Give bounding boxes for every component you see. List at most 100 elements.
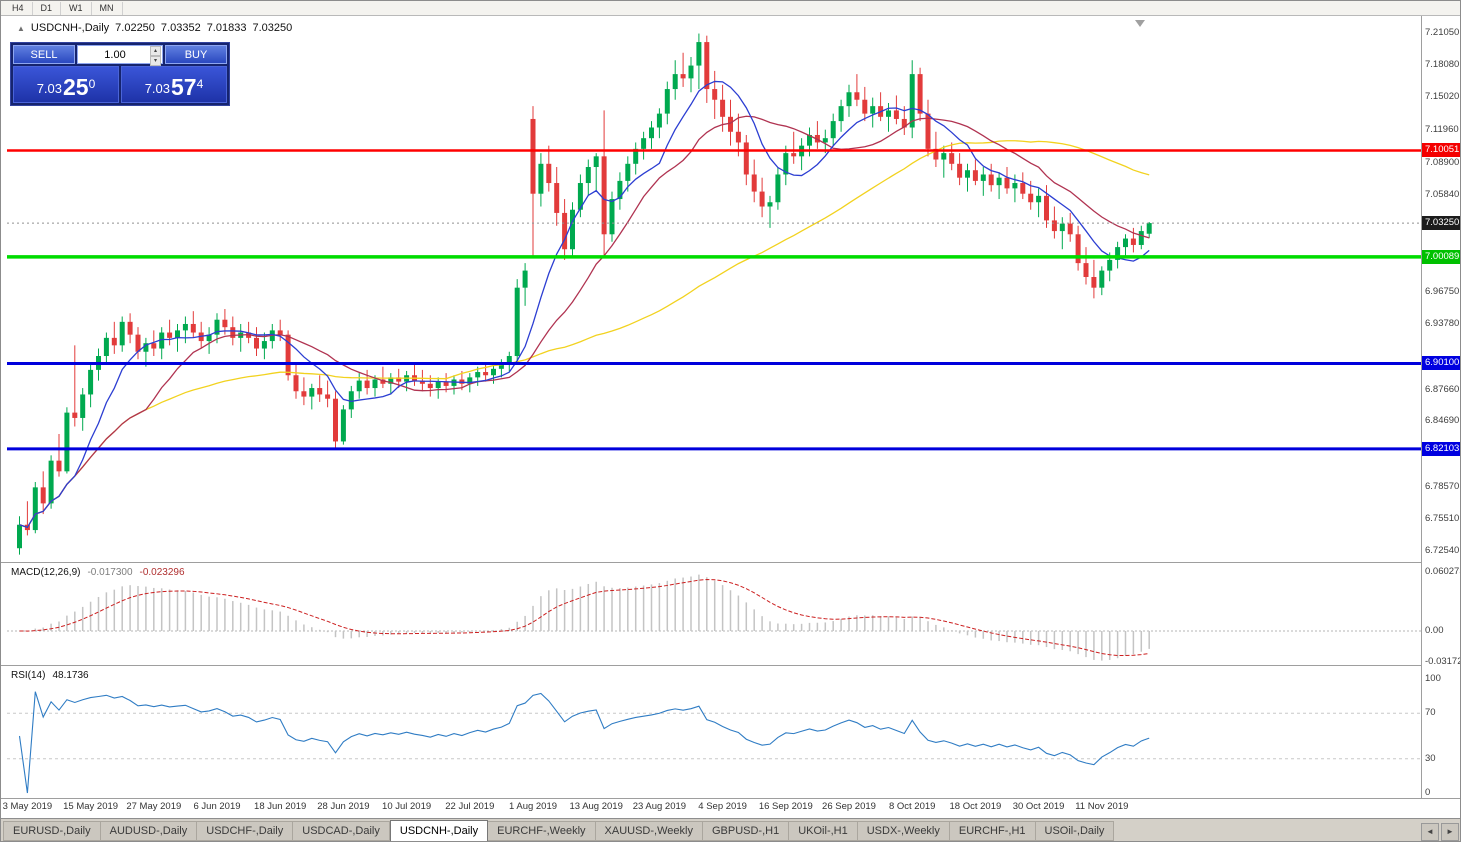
chart-tab-gbpusd-h1[interactable]: GBPUSD-,H1 — [702, 821, 790, 841]
price-scale-label: 6.87660 — [1425, 383, 1460, 395]
time-axis-label: 30 Oct 2019 — [1012, 801, 1065, 812]
buy-button[interactable]: BUY — [165, 45, 227, 64]
timeframe-button-h4[interactable]: H4 — [4, 1, 33, 15]
volume-decrease-button[interactable]: ▾ — [150, 56, 161, 66]
chart-tab-usoil-daily[interactable]: USOil-,Daily — [1035, 821, 1115, 841]
time-axis[interactable]: 3 May 2019 15 May 2019 27 May 2019 6 Jun 20… — [3, 800, 1421, 816]
chart-tabs: EURUSD-,Daily AUDUSD-,Daily USDCHF-,Daily U… — [1, 818, 1460, 841]
macd-signal-value: -0.023296 — [139, 567, 185, 578]
sell-button[interactable]: SELL — [13, 45, 75, 64]
price-scale-label: 7.05840 — [1425, 189, 1460, 201]
price-scale-label: 6.72540 — [1425, 545, 1460, 556]
chart-tab-usdcad-daily[interactable]: USDCAD-,Daily — [293, 821, 390, 841]
volume-field: ▴ ▾ — [77, 45, 163, 66]
time-axis-label: 27 May 2019 — [126, 801, 182, 812]
macd-scale-label: -0.0317253 — [1425, 656, 1460, 668]
chart-tab-audusd-daily[interactable]: AUDUSD-,Daily — [100, 821, 198, 841]
macd-label: MACD(12,26,9) -0.017300 -0.023296 — [11, 567, 185, 578]
chart-title: ▲ USDCNH-,Daily 7.02250 7.03352 7.01833 … — [17, 22, 292, 34]
macd-name: MACD(12,26,9) — [11, 567, 81, 578]
chart-tab-usdx-weekly[interactable]: USDX-,Weekly — [857, 821, 950, 841]
volume-input[interactable] — [78, 47, 162, 62]
timeframe-button-w1[interactable]: W1 — [61, 1, 92, 15]
chart-tab-xauusd-weekly[interactable]: XAUUSD-,Weekly — [595, 821, 703, 841]
tab-scroll-right-icon[interactable]: ► — [1441, 823, 1459, 841]
buy-price-frac: 4 — [196, 77, 204, 91]
time-axis-label: 4 Sep 2019 — [698, 801, 747, 812]
ohlc-open: 7.02250 — [115, 22, 155, 34]
chart-shift-marker-icon[interactable] — [1135, 20, 1145, 27]
time-axis-label: 23 Aug 2019 — [632, 801, 687, 812]
sell-price-button[interactable]: 7.03 25 0 — [13, 66, 119, 103]
rsi-scale-label: 30 — [1425, 752, 1436, 764]
price-scale-label: 6.75510 — [1425, 513, 1460, 525]
rsi-label: RSI(14) 48.1736 — [11, 670, 89, 681]
price-scale-label: 7.11960 — [1425, 124, 1459, 136]
macd-scale-label: 0.060273 — [1425, 566, 1461, 577]
time-axis-label: 13 Aug 2019 — [569, 801, 623, 812]
price-chart[interactable] — [7, 17, 1421, 561]
pane-divider[interactable] — [1, 562, 1460, 563]
time-axis-label: 6 Jun 2019 — [193, 801, 241, 812]
time-axis-label: 15 May 2019 — [63, 801, 119, 812]
time-axis-label: 26 Sep 2019 — [822, 801, 876, 812]
timeframe-button-mn[interactable]: MN — [92, 1, 123, 15]
chart-tab-usdcnh-daily[interactable]: USDCNH-,Daily — [389, 820, 489, 841]
tab-scroll-left-icon[interactable]: ◄ — [1421, 823, 1439, 841]
price-badge: 6.82103 — [1422, 441, 1460, 456]
macd-indicator[interactable] — [7, 564, 1421, 664]
tab-scroll-buttons: ◄ ► — [1421, 823, 1459, 841]
time-axis-label: 10 Jul 2019 — [382, 801, 432, 812]
bullish-marker-icon: ▲ — [17, 23, 25, 33]
chart-symbol-period: USDCNH-,Daily — [30, 22, 110, 34]
chart-tab-eurchf-weekly[interactable]: EURCHF-,Weekly — [488, 821, 596, 841]
buy-price-button[interactable]: 7.03 57 4 — [121, 66, 227, 103]
chart-tab-ukoil-h1[interactable]: UKOil-,H1 — [789, 821, 858, 841]
price-badge: 7.00089 — [1422, 249, 1460, 264]
time-axis-label: 11 Nov 2019 — [1075, 801, 1129, 812]
price-scale-label: 6.93780 — [1425, 318, 1460, 330]
timeframe-toolbar: H4 D1 W1 MN — [1, 1, 1460, 16]
price-scale-label: 7.15020 — [1425, 91, 1460, 103]
buy-price-pips: 57 — [171, 74, 197, 100]
price-badge: 7.10051 — [1422, 143, 1460, 158]
ohlc-close: 7.03250 — [252, 22, 293, 34]
time-axis-label: 28 Jun 2019 — [317, 801, 370, 812]
timeframe-button-d1[interactable]: D1 — [33, 1, 62, 15]
volume-increase-button[interactable]: ▴ — [150, 46, 161, 56]
scale-border — [1421, 16, 1422, 798]
rsi-scale-label: 0 — [1425, 787, 1431, 798]
price-scale-label: 7.08900 — [1425, 156, 1460, 168]
pane-divider[interactable] — [1, 665, 1460, 666]
rsi-value: 48.1736 — [52, 670, 89, 681]
price-scale-label: 6.78570 — [1425, 480, 1460, 492]
chart-tab-eurusd-daily[interactable]: EURUSD-,Daily — [3, 821, 101, 841]
time-axis-label: 16 Sep 2019 — [758, 801, 813, 812]
time-axis-label: 1 Aug 2019 — [508, 801, 558, 812]
time-axis-label: 3 May 2019 — [2, 801, 53, 812]
macd-scale-label: 0.00 — [1425, 625, 1444, 636]
chart-tab-usdchf-daily[interactable]: USDCHF-,Daily — [197, 821, 294, 841]
chart-tab-eurchf-h1[interactable]: EURCHF-,H1 — [949, 821, 1036, 841]
price-scale[interactable]: 7.21050 7.18080 7.15020 7.11960 7.08900 7.058… — [1422, 17, 1461, 798]
sell-price-frac: 0 — [88, 77, 96, 91]
sell-price-base: 7.03 — [36, 81, 63, 96]
time-axis-label: 18 Oct 2019 — [949, 801, 1002, 812]
ohlc-high: 7.03352 — [160, 22, 201, 34]
price-badge: 7.03250 — [1422, 216, 1460, 231]
rsi-indicator[interactable] — [7, 667, 1421, 798]
price-scale-label: 7.18080 — [1425, 58, 1460, 70]
rsi-scale-label: 100 — [1425, 673, 1441, 684]
buy-price-base: 7.03 — [144, 81, 171, 96]
axis-line — [1, 798, 1460, 799]
rsi-name: RSI(14) — [11, 670, 46, 681]
macd-main-value: -0.017300 — [87, 567, 133, 578]
time-axis-label: 8 Oct 2019 — [888, 801, 936, 812]
time-axis-label: 18 Jun 2019 — [254, 801, 307, 812]
price-badge: 6.90100 — [1422, 356, 1460, 371]
price-scale-label: 7.21050 — [1425, 27, 1460, 38]
ohlc-low: 7.01833 — [206, 22, 247, 34]
rsi-scale-label: 70 — [1425, 707, 1436, 719]
